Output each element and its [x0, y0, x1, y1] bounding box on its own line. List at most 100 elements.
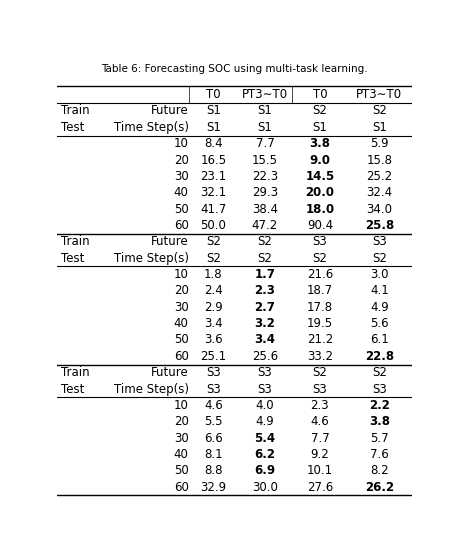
Text: 47.2: 47.2 — [252, 219, 278, 232]
Text: 3.8: 3.8 — [369, 415, 390, 428]
Text: 25.1: 25.1 — [200, 350, 227, 363]
Text: T0: T0 — [313, 88, 327, 101]
Text: 30: 30 — [174, 432, 189, 444]
Text: S1: S1 — [257, 121, 273, 134]
Text: S2: S2 — [206, 235, 221, 248]
Text: 3.2: 3.2 — [255, 317, 275, 330]
Text: 8.8: 8.8 — [204, 465, 223, 477]
Text: 2.9: 2.9 — [204, 301, 223, 314]
Text: T0: T0 — [206, 88, 221, 101]
Text: S3: S3 — [372, 382, 387, 396]
Text: 10: 10 — [174, 399, 189, 412]
Text: 18.0: 18.0 — [305, 202, 334, 216]
Text: 4.6: 4.6 — [204, 399, 223, 412]
Text: S3: S3 — [257, 382, 272, 396]
Text: 7.6: 7.6 — [370, 448, 389, 461]
Text: 7.7: 7.7 — [311, 432, 329, 444]
Text: 6.9: 6.9 — [254, 465, 275, 477]
Text: 2.4: 2.4 — [204, 285, 223, 297]
Text: S1: S1 — [372, 121, 387, 134]
Text: 29.3: 29.3 — [252, 186, 278, 199]
Text: S1: S1 — [257, 105, 273, 117]
Text: S2: S2 — [372, 366, 387, 379]
Text: 20: 20 — [174, 154, 189, 167]
Text: S1: S1 — [206, 105, 221, 117]
Text: 22.3: 22.3 — [252, 170, 278, 183]
Text: Train: Train — [61, 105, 89, 117]
Text: 33.2: 33.2 — [307, 350, 333, 363]
Text: S3: S3 — [312, 235, 327, 248]
Text: 4.9: 4.9 — [370, 301, 389, 314]
Text: Train: Train — [61, 366, 89, 379]
Text: S2: S2 — [312, 252, 327, 265]
Text: 25.2: 25.2 — [366, 170, 393, 183]
Text: 19.5: 19.5 — [307, 317, 333, 330]
Text: 2.3: 2.3 — [255, 285, 275, 297]
Text: 38.4: 38.4 — [252, 202, 278, 216]
Text: 15.5: 15.5 — [252, 154, 278, 167]
Text: 60: 60 — [174, 350, 189, 363]
Text: 10: 10 — [174, 268, 189, 281]
Text: 30: 30 — [174, 301, 189, 314]
Text: 2.7: 2.7 — [255, 301, 275, 314]
Text: 40: 40 — [174, 186, 189, 199]
Text: Train: Train — [61, 235, 89, 248]
Text: S2: S2 — [257, 235, 273, 248]
Text: 7.7: 7.7 — [256, 137, 274, 150]
Text: 50: 50 — [174, 465, 189, 477]
Text: 17.8: 17.8 — [307, 301, 333, 314]
Text: 50: 50 — [174, 202, 189, 216]
Text: 6.1: 6.1 — [370, 334, 389, 347]
Text: 23.1: 23.1 — [200, 170, 227, 183]
Text: 60: 60 — [174, 219, 189, 232]
Text: 3.6: 3.6 — [204, 334, 223, 347]
Text: 4.6: 4.6 — [311, 415, 329, 428]
Text: 8.2: 8.2 — [370, 465, 389, 477]
Text: S3: S3 — [372, 235, 387, 248]
Text: S1: S1 — [206, 121, 221, 134]
Text: PT3∼T0: PT3∼T0 — [356, 88, 403, 101]
Text: 4.9: 4.9 — [256, 415, 274, 428]
Text: 3.4: 3.4 — [254, 334, 275, 347]
Text: PT3∼T0: PT3∼T0 — [242, 88, 288, 101]
Text: 20: 20 — [174, 415, 189, 428]
Text: S2: S2 — [257, 252, 273, 265]
Text: 2.3: 2.3 — [311, 399, 329, 412]
Text: 3.4: 3.4 — [204, 317, 223, 330]
Text: 40: 40 — [174, 317, 189, 330]
Text: 2.2: 2.2 — [369, 399, 390, 412]
Text: S2: S2 — [312, 105, 327, 117]
Text: Table 6: Forecasting SOC using multi-task learning.: Table 6: Forecasting SOC using multi-tas… — [101, 64, 368, 74]
Text: S3: S3 — [206, 366, 221, 379]
Text: 4.1: 4.1 — [370, 285, 389, 297]
Text: 26.2: 26.2 — [365, 481, 394, 494]
Text: 32.9: 32.9 — [200, 481, 227, 494]
Text: 10.1: 10.1 — [307, 465, 333, 477]
Text: S3: S3 — [206, 382, 221, 396]
Text: 21.6: 21.6 — [307, 268, 333, 281]
Text: 32.1: 32.1 — [200, 186, 227, 199]
Text: Test: Test — [61, 382, 84, 396]
Text: 1.8: 1.8 — [204, 268, 223, 281]
Text: 5.5: 5.5 — [204, 415, 223, 428]
Text: 14.5: 14.5 — [305, 170, 334, 183]
Text: S3: S3 — [312, 382, 327, 396]
Text: 8.4: 8.4 — [204, 137, 223, 150]
Text: 32.4: 32.4 — [366, 186, 393, 199]
Text: 20.0: 20.0 — [305, 186, 334, 199]
Text: 3.8: 3.8 — [310, 137, 330, 150]
Text: 22.8: 22.8 — [365, 350, 394, 363]
Text: 15.8: 15.8 — [366, 154, 393, 167]
Text: Future: Future — [151, 366, 189, 379]
Text: S1: S1 — [312, 121, 327, 134]
Text: 34.0: 34.0 — [366, 202, 393, 216]
Text: 5.6: 5.6 — [370, 317, 389, 330]
Text: S3: S3 — [257, 366, 272, 379]
Text: 21.2: 21.2 — [307, 334, 333, 347]
Text: S2: S2 — [312, 366, 327, 379]
Text: 40: 40 — [174, 448, 189, 461]
Text: 5.9: 5.9 — [370, 137, 389, 150]
Text: 20: 20 — [174, 285, 189, 297]
Text: 50.0: 50.0 — [201, 219, 226, 232]
Text: S2: S2 — [372, 105, 387, 117]
